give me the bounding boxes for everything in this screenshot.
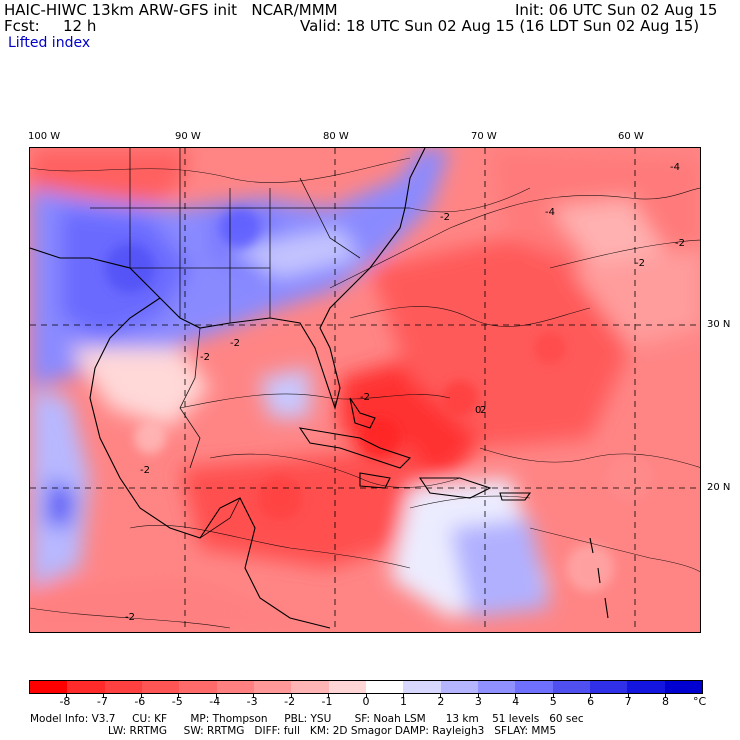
contour-label: -4: [545, 207, 555, 218]
contour-label: -2: [200, 352, 210, 363]
color-scale-swatch: [141, 681, 180, 693]
lon-label-100w: 100 W: [28, 131, 61, 142]
color-scale-tick-label: 3: [474, 695, 482, 708]
contour-label: -4: [670, 162, 680, 173]
color-scale-tick-label: 7: [624, 695, 632, 708]
color-scale-swatch: [67, 681, 105, 693]
model-title: HAIC-HIWC 13km ARW-GFS init NCAR/MMM: [4, 1, 338, 19]
contour-label: -2: [440, 212, 450, 223]
color-scale-tick-mark: [552, 694, 554, 698]
contour-label-group: -2 -2 -2 -2 -2 -4 -4 2 -2 -2 0 -2: [125, 162, 685, 623]
color-scale-tick-mark: [215, 694, 217, 698]
color-scale-tick-mark: [477, 694, 479, 698]
map-panel: -2 -2 -2 -2 -2 -4 -4 2 -2 -2 0 -2: [29, 147, 701, 633]
color-scale-swatch: [552, 681, 590, 693]
color-scale-swatch: [589, 681, 628, 693]
color-scale-tick-label: 4: [512, 695, 520, 708]
color-scale-tick-mark: [253, 694, 255, 698]
color-scale-swatch: [291, 681, 329, 693]
color-scale-tick-label: -7: [96, 695, 108, 708]
color-scale-tick-label: -8: [59, 695, 71, 708]
lon-label-70w: 70 W: [471, 131, 497, 142]
contour-label: 2: [480, 405, 486, 416]
color-scale-tick-label: 8: [662, 695, 670, 708]
contour-label: -2: [140, 465, 150, 476]
color-scale-swatch: [253, 681, 292, 693]
color-scale-tick-mark: [665, 694, 667, 698]
color-scale-tick-label: -4: [209, 695, 221, 708]
coastlines: [30, 148, 609, 629]
color-scale-tick-mark: [515, 694, 517, 698]
contour-label: -2: [230, 338, 240, 349]
forecast-hour-label: Fcst:: [4, 17, 40, 35]
color-scale-swatch: [104, 681, 142, 693]
color-scale-swatch: [664, 681, 702, 693]
lon-label-80w: 80 W: [323, 131, 349, 142]
color-scale-tick-label: 5: [549, 695, 557, 708]
color-scale-swatch: [30, 681, 68, 693]
color-scale-tick-mark: [103, 694, 105, 698]
contour-label: -2: [360, 392, 370, 403]
color-scale-tick-mark: [328, 694, 330, 698]
lat-label-20n: 20 N: [707, 482, 731, 493]
contour-label: -2: [125, 612, 135, 623]
color-scale-tick-label: -1: [321, 695, 333, 708]
lat-label-30n: 30 N: [707, 319, 731, 330]
model-info-line-2: LW: RRTMG SW: RRTMG DIFF: full KM: 2D Sm…: [108, 725, 557, 737]
init-time: Init: 06 UTC Sun 02 Aug 15: [515, 1, 718, 19]
color-scale-swatch: [179, 681, 217, 693]
color-scale-tick-mark: [402, 694, 404, 698]
color-scale-tick-label: -3: [246, 695, 258, 708]
forecast-hour-value: 12 h: [63, 17, 97, 35]
graticule: [30, 148, 700, 632]
color-scale-tick-label: 2: [437, 695, 445, 708]
color-scale-tick-mark: [440, 694, 442, 698]
state-borders: [90, 148, 410, 539]
color-scale-tick-mark: [290, 694, 292, 698]
lifted-index-map: -2 -2 -2 -2 -2 -4 -4 2 -2 -2 0 -2: [30, 148, 700, 632]
color-scale-swatch: [477, 681, 516, 693]
color-scale-tick-label: 0: [362, 695, 370, 708]
color-scale-swatch: [365, 681, 404, 693]
color-scale-unit: °C: [693, 695, 707, 708]
color-scale-tick-label: -6: [134, 695, 146, 708]
color-scale-tick-label: 6: [587, 695, 595, 708]
color-scale-tick-label: -5: [171, 695, 183, 708]
color-scale-swatch: [216, 681, 254, 693]
color-scale-tick-mark: [627, 694, 629, 698]
contour-label: -2: [675, 238, 685, 249]
model-info-line-1: Model Info: V3.7 CU: KF MP: Thompson PBL…: [30, 713, 584, 725]
color-scale-tick-mark: [590, 694, 592, 698]
color-scale-swatch: [440, 681, 478, 693]
valid-time: Valid: 18 UTC Sun 02 Aug 15 (16 LDT Sun …: [300, 17, 700, 35]
field-name: Lifted index: [8, 35, 91, 51]
color-scale-tick-mark: [178, 694, 180, 698]
color-scale-swatch: [403, 681, 441, 693]
color-scale-tick-mark: [365, 694, 367, 698]
color-scale-swatch: [328, 681, 366, 693]
contour-label: 0: [475, 405, 481, 416]
lon-label-90w: 90 W: [175, 131, 201, 142]
color-scale-tick-mark: [140, 694, 142, 698]
lon-label-60w: 60 W: [618, 131, 644, 142]
color-scale-tick-mark: [65, 694, 67, 698]
color-scale-tick-label: -2: [284, 695, 296, 708]
color-scale-swatch: [515, 681, 553, 693]
color-scale-tick-label: 1: [399, 695, 407, 708]
contour-label: -2: [635, 258, 645, 269]
color-scale-bar: [29, 680, 703, 694]
color-scale-swatch: [627, 681, 665, 693]
